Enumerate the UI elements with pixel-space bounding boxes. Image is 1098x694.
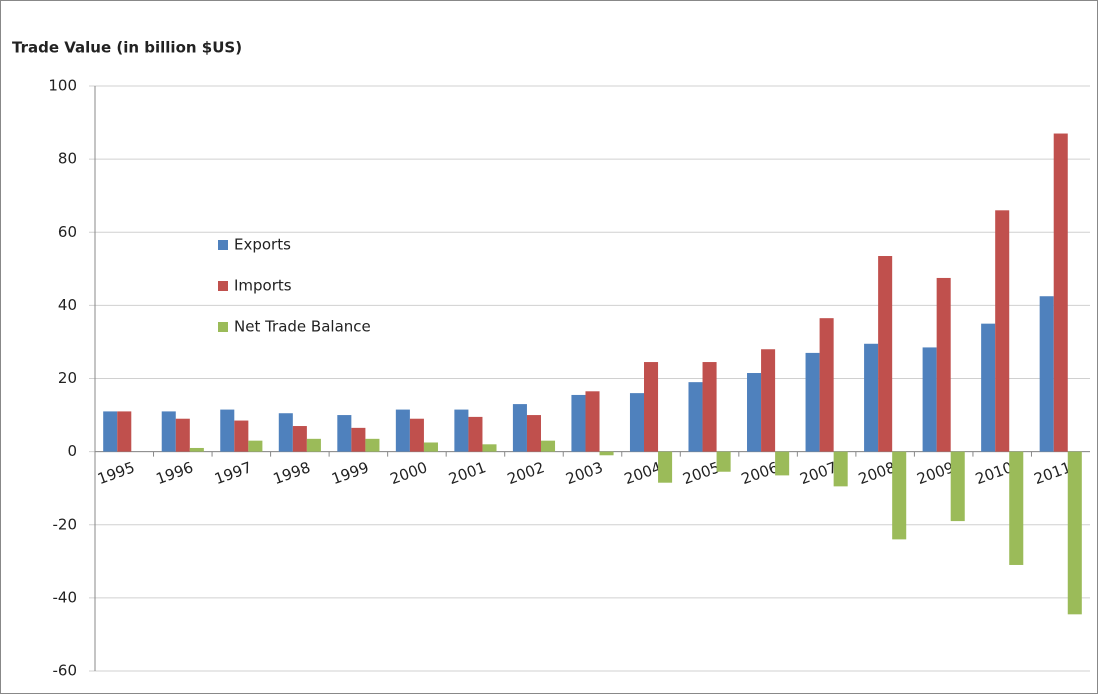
bar xyxy=(395,409,410,452)
legend-label: Imports xyxy=(234,277,292,295)
bar xyxy=(248,440,263,452)
bar xyxy=(306,438,321,452)
bar xyxy=(103,411,118,452)
bar xyxy=(365,438,380,452)
bar xyxy=(761,349,776,452)
legend-label: Net Trade Balance xyxy=(234,318,371,336)
bar xyxy=(1039,296,1054,452)
bar xyxy=(585,391,600,452)
bar xyxy=(117,411,132,452)
bar xyxy=(175,418,190,452)
bar xyxy=(716,451,731,472)
bar xyxy=(189,447,204,452)
bar xyxy=(526,415,541,452)
bar xyxy=(995,210,1010,452)
bar xyxy=(922,347,937,452)
bar xyxy=(234,420,249,452)
bar xyxy=(747,373,762,452)
bar xyxy=(468,416,483,452)
bar xyxy=(981,323,996,452)
legend-label: Exports xyxy=(234,236,291,254)
y-tick-label: 0 xyxy=(67,442,77,460)
bar xyxy=(512,404,527,452)
y-tick-label: -40 xyxy=(53,588,78,606)
bar xyxy=(278,413,293,452)
y-tick-label: 80 xyxy=(58,150,77,168)
bar xyxy=(161,411,176,452)
bar xyxy=(819,318,834,452)
y-tick-label: 60 xyxy=(58,223,77,241)
bar xyxy=(878,256,893,452)
legend-swatch xyxy=(218,240,228,250)
bar xyxy=(409,418,424,452)
bar xyxy=(775,451,790,476)
bar xyxy=(423,442,438,452)
bar xyxy=(292,426,307,452)
bar xyxy=(1009,451,1024,565)
bar xyxy=(337,415,352,452)
bar xyxy=(571,394,586,452)
bar xyxy=(599,451,614,456)
legend-swatch xyxy=(218,281,228,291)
bar xyxy=(540,440,556,452)
bar xyxy=(702,362,717,452)
bar xyxy=(892,451,907,540)
bar xyxy=(833,451,848,487)
bar xyxy=(220,409,235,452)
bar xyxy=(950,451,965,522)
bar xyxy=(936,277,951,452)
chart-title: Trade Value (in billion $US) xyxy=(12,39,242,57)
bar xyxy=(864,343,879,452)
y-tick-label: -20 xyxy=(53,515,78,533)
bar xyxy=(629,393,645,452)
bar xyxy=(1053,133,1068,452)
y-tick-label: 40 xyxy=(58,296,77,314)
legend-swatch xyxy=(218,322,228,332)
bar xyxy=(1067,451,1082,615)
y-tick-label: -60 xyxy=(53,662,78,680)
bar xyxy=(351,427,366,452)
bar xyxy=(482,444,497,452)
bar xyxy=(688,382,703,452)
y-tick-label: 100 xyxy=(48,77,77,95)
bar xyxy=(805,352,820,452)
y-tick-label: 20 xyxy=(58,369,77,387)
bar xyxy=(454,409,469,452)
bar xyxy=(644,362,659,452)
bar xyxy=(658,451,673,483)
